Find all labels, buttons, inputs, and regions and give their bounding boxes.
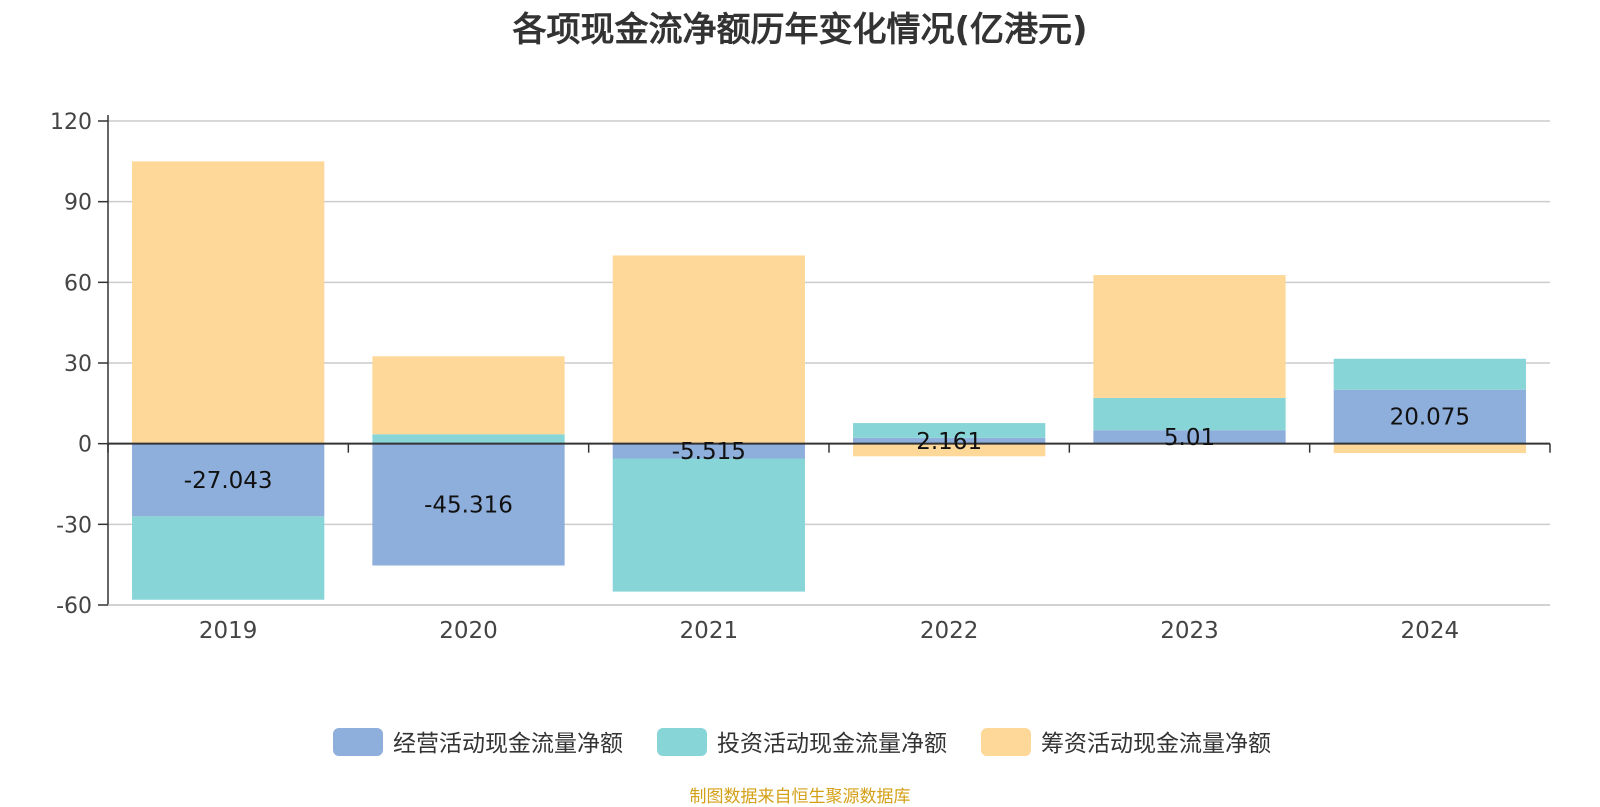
y-tick-label: 120 — [50, 110, 92, 135]
bar-series2-2024 — [1333, 358, 1526, 390]
bar-series3-2023 — [1093, 275, 1286, 398]
bar-series1-2019 — [132, 443, 325, 517]
legend-label: 筹资活动现金流量净额 — [1041, 731, 1271, 757]
bar-series1-2021 — [612, 443, 805, 459]
x-tick-label: 2023 — [1160, 618, 1219, 644]
bar-series1-2023 — [1093, 430, 1286, 444]
y-tick-label: -60 — [56, 594, 92, 619]
bar-series3-2024 — [1333, 443, 1526, 454]
legend-label: 经营活动现金流量净额 — [393, 731, 623, 757]
x-tick-label: 2019 — [199, 618, 258, 644]
x-tick-label: 2020 — [439, 618, 498, 644]
x-tick-label: 2022 — [920, 618, 979, 644]
axes: -60 -30 0 30 60 90 120 2019 2020 2021 2022 2023 2024 — [50, 110, 1551, 644]
legend: 经营活动现金流量净额 投资活动现金流量净额 筹资活动现金流量净额 — [333, 728, 1271, 757]
bar-series2-2021 — [612, 458, 805, 592]
bar-series3-2021 — [612, 255, 805, 444]
bar-series3-2019 — [132, 161, 325, 444]
y-tick-label: -30 — [56, 513, 92, 538]
bar-series2-2023 — [1093, 397, 1286, 431]
data-label: -5.515 — [672, 439, 746, 465]
chart-title: 各项现金流净额历年变化情况(亿港元) — [512, 10, 1088, 50]
bar-series3-2022 — [853, 443, 1046, 457]
x-tick-label: 2021 — [680, 618, 739, 644]
bar-series1-2024 — [1333, 389, 1526, 444]
data-label: -45.316 — [424, 493, 513, 519]
y-tick-label: 90 — [64, 191, 92, 216]
bar-series2-2022 — [853, 423, 1046, 438]
data-label: -27.043 — [184, 468, 273, 494]
legend-swatch — [657, 728, 707, 756]
x-tick-label: 2024 — [1401, 618, 1460, 644]
bar-series2-2020 — [372, 434, 565, 444]
legend-swatch — [333, 728, 383, 756]
y-tick-label: 30 — [64, 352, 92, 377]
bar-series2-2019 — [132, 516, 325, 600]
legend-label: 投资活动现金流量净额 — [717, 731, 947, 757]
bar-series1-2022 — [853, 437, 1046, 444]
source-note: 制图数据来自恒生聚源数据库 — [689, 787, 911, 807]
data-label: 2.161 — [916, 429, 982, 455]
y-tick-label: 0 — [78, 433, 92, 458]
data-label: 5.01 — [1164, 425, 1215, 451]
data-labels: -27.043 -45.316 -5.515 2.161 5.01 20.075 — [184, 405, 1470, 519]
bar-series3-2020 — [372, 356, 565, 435]
y-tick-label: 60 — [64, 271, 92, 296]
bar-series1-2020 — [372, 443, 565, 566]
data-label: 20.075 — [1390, 405, 1470, 431]
legend-swatch — [981, 728, 1031, 756]
bars — [132, 161, 1526, 600]
